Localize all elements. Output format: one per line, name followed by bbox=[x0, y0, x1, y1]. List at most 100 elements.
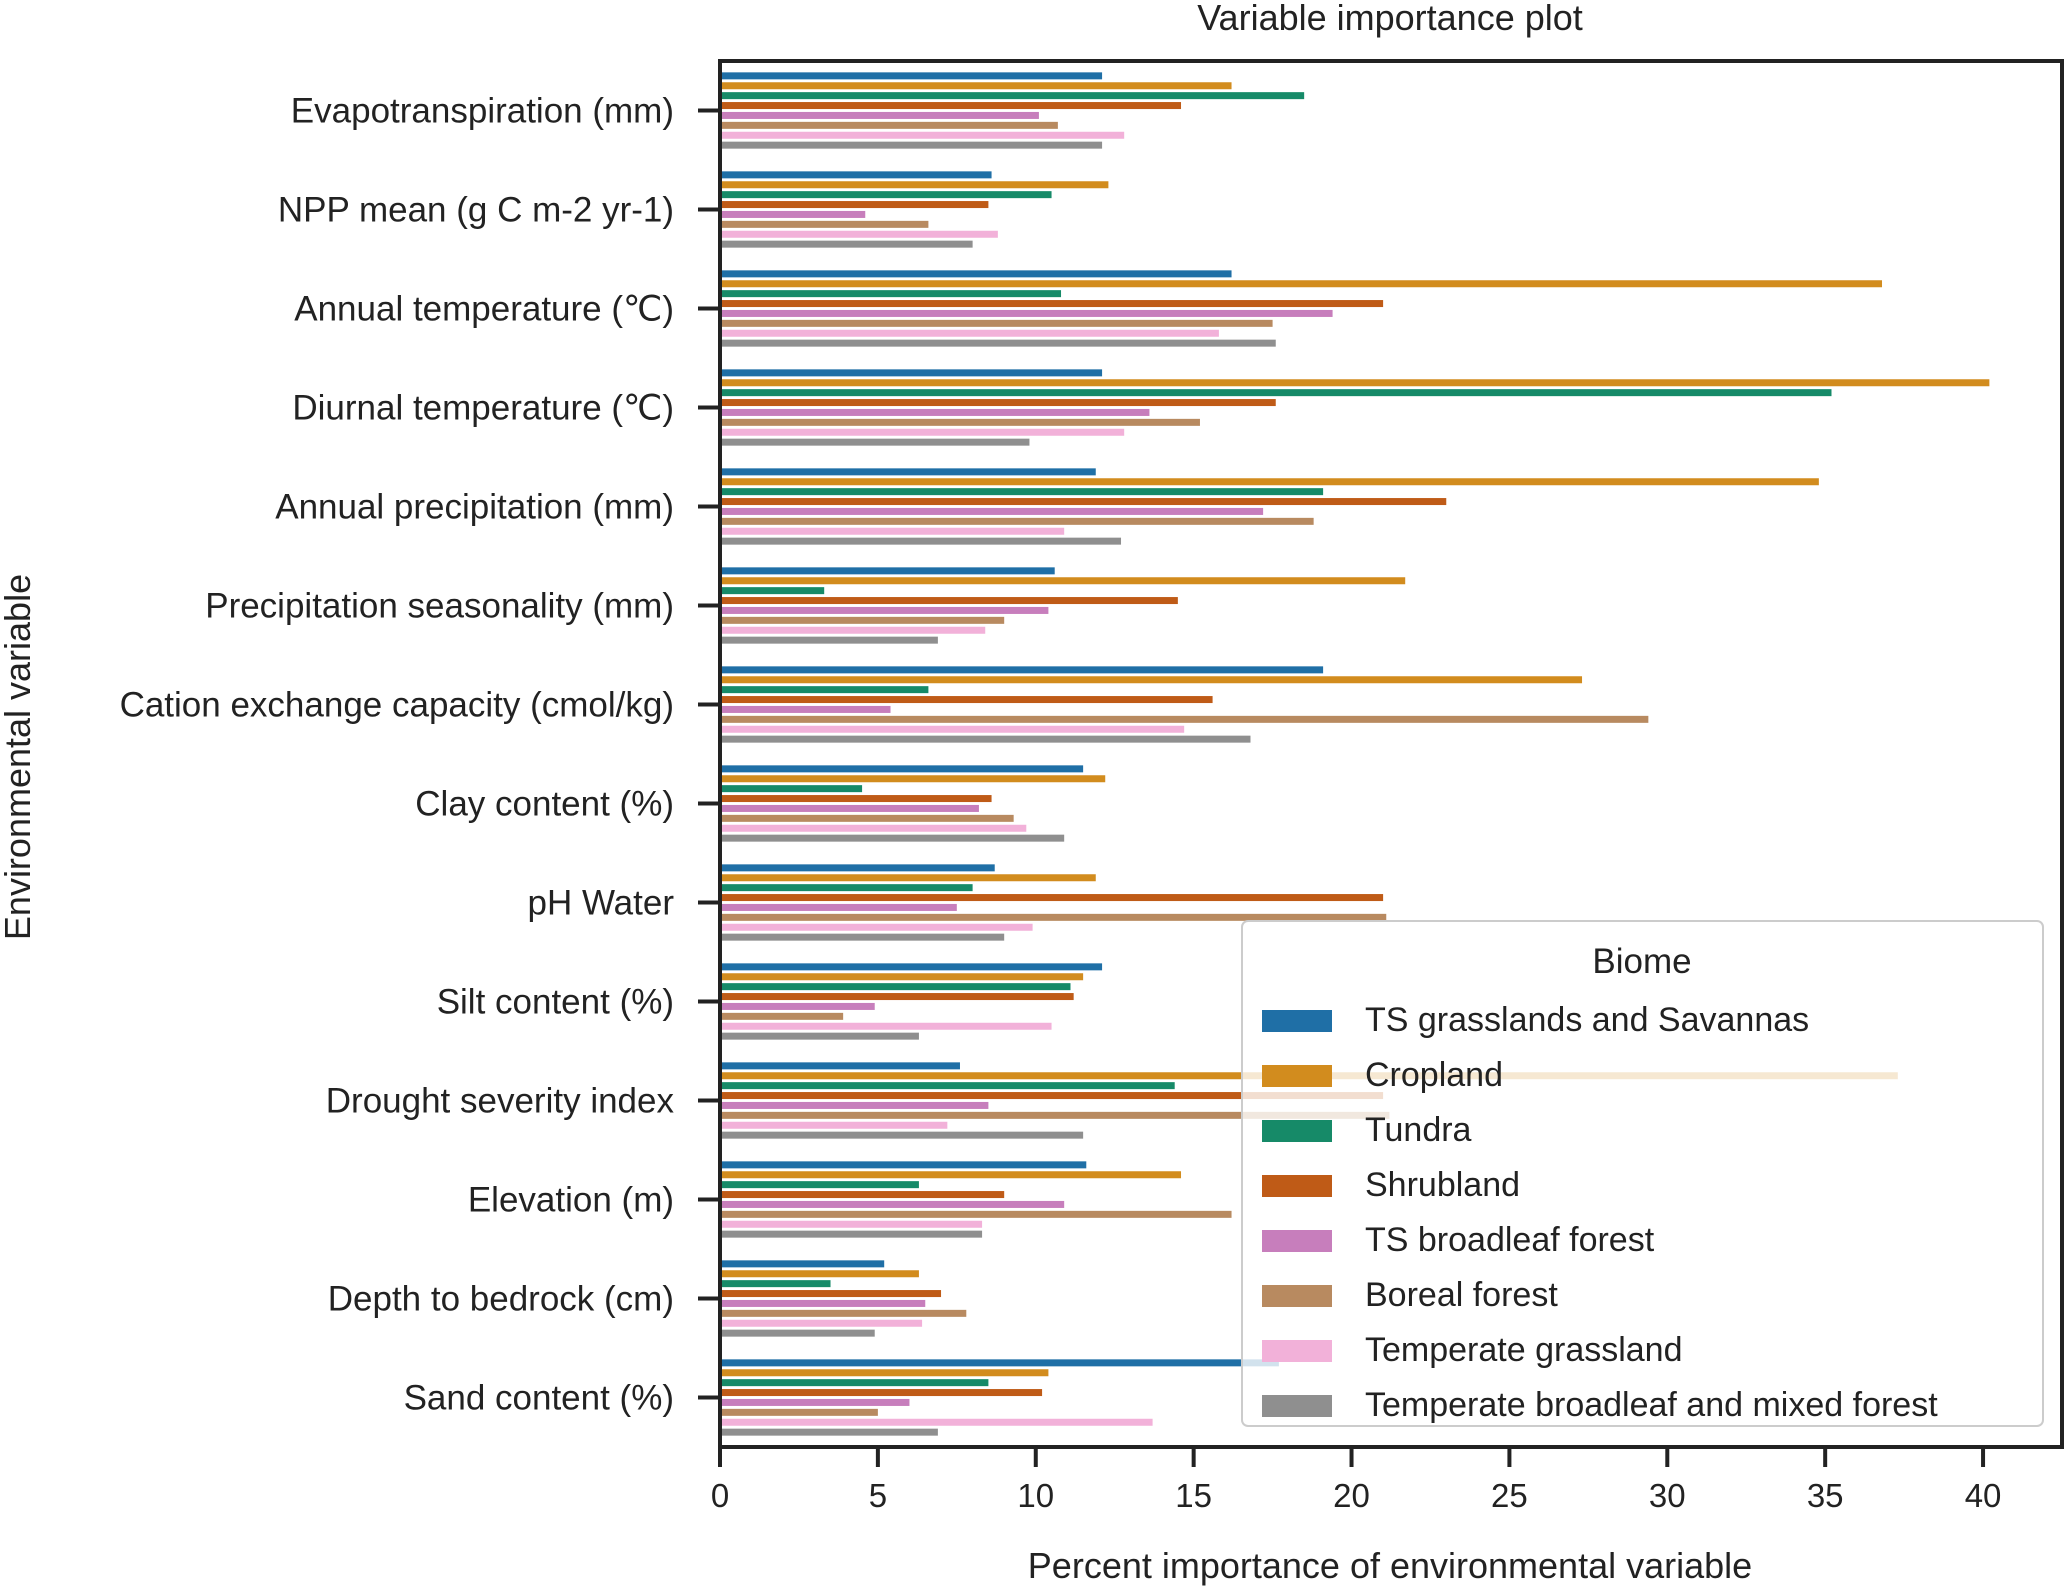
bar bbox=[721, 379, 1990, 387]
bar bbox=[721, 1012, 844, 1020]
y-tick-label: Drought severity index bbox=[326, 1082, 675, 1121]
bar bbox=[721, 567, 1055, 575]
bar bbox=[721, 329, 1219, 337]
bar bbox=[721, 1359, 1279, 1367]
bar bbox=[721, 171, 992, 179]
legend-label: Cropland bbox=[1365, 1056, 1503, 1094]
y-tick-label: Clay content (%) bbox=[415, 785, 674, 824]
bar bbox=[721, 210, 866, 218]
bar bbox=[721, 1181, 919, 1189]
bar bbox=[721, 903, 957, 911]
bar bbox=[721, 1389, 1043, 1397]
bar bbox=[721, 676, 1583, 684]
bar bbox=[721, 1032, 919, 1040]
bar bbox=[721, 1280, 831, 1288]
x-axis-label: Percent importance of environmental vari… bbox=[1028, 1545, 1752, 1586]
bar bbox=[721, 963, 1103, 971]
legend-label: Shrubland bbox=[1365, 1166, 1520, 1204]
bar bbox=[721, 1230, 983, 1238]
bar bbox=[721, 1329, 875, 1337]
bar bbox=[721, 399, 1276, 407]
bar bbox=[721, 240, 973, 248]
legend-label: Boreal forest bbox=[1365, 1276, 1558, 1314]
bar bbox=[721, 1002, 875, 1010]
bar bbox=[721, 775, 1106, 783]
legend-label: Temperate grassland bbox=[1365, 1331, 1683, 1369]
bar bbox=[721, 1191, 1005, 1199]
bar bbox=[721, 468, 1096, 476]
bar bbox=[721, 369, 1103, 377]
y-tick-label: Diurnal temperature (℃) bbox=[292, 389, 674, 428]
bar bbox=[721, 725, 1185, 733]
bar bbox=[721, 1428, 938, 1436]
legend-label: TS grasslands and Savannas bbox=[1365, 1001, 1809, 1039]
bar bbox=[721, 923, 1033, 931]
x-tick-label: 0 bbox=[711, 1477, 729, 1514]
x-tick-label: 15 bbox=[1175, 1477, 1212, 1514]
y-tick-label: Annual temperature (℃) bbox=[294, 290, 674, 329]
bar bbox=[721, 785, 863, 793]
bar bbox=[721, 1101, 989, 1109]
y-axis: Evapotranspiration (mm) NPP mean (g C m-2… bbox=[120, 92, 720, 1418]
legend-label: Temperate broadleaf and mixed forest bbox=[1365, 1386, 1938, 1424]
bar bbox=[721, 626, 986, 634]
bar bbox=[721, 765, 1084, 773]
legend-label: Tundra bbox=[1365, 1111, 1472, 1149]
bar bbox=[721, 1270, 919, 1278]
bar bbox=[721, 1309, 967, 1317]
bar bbox=[721, 666, 1324, 674]
legend-label: TS broadleaf forest bbox=[1365, 1221, 1655, 1259]
bar bbox=[721, 309, 1333, 317]
y-tick-label: Elevation (m) bbox=[468, 1181, 674, 1220]
bar bbox=[721, 408, 1150, 416]
bar bbox=[721, 993, 1074, 1001]
bar bbox=[721, 795, 992, 803]
bar bbox=[721, 131, 1125, 139]
bar bbox=[721, 705, 891, 713]
bar bbox=[721, 894, 1384, 902]
bar bbox=[721, 686, 929, 694]
bar bbox=[721, 82, 1232, 90]
y-tick-label: Depth to bedrock (cm) bbox=[328, 1280, 674, 1319]
bar bbox=[721, 517, 1314, 525]
bar bbox=[721, 92, 1305, 100]
y-tick-label: pH Water bbox=[527, 884, 674, 923]
bar bbox=[721, 1022, 1052, 1030]
bar bbox=[721, 498, 1447, 506]
y-tick-label: Sand content (%) bbox=[404, 1379, 674, 1418]
x-tick-label: 10 bbox=[1017, 1477, 1054, 1514]
bar bbox=[721, 270, 1232, 278]
plot-frame bbox=[718, 59, 2064, 1449]
bar bbox=[721, 933, 1005, 941]
legend-swatch bbox=[1262, 1285, 1332, 1307]
bar bbox=[721, 1111, 1390, 1119]
bar bbox=[721, 1220, 983, 1228]
y-tick-label: Evapotranspiration (mm) bbox=[291, 92, 674, 131]
y-tick-label: Precipitation seasonality (mm) bbox=[205, 587, 674, 626]
bars-layer bbox=[721, 72, 1990, 1436]
bar bbox=[721, 201, 989, 209]
bar bbox=[721, 280, 1883, 288]
bar bbox=[721, 1131, 1084, 1139]
bar bbox=[721, 834, 1065, 842]
bar bbox=[721, 616, 1005, 624]
bar bbox=[721, 1161, 1087, 1169]
bar bbox=[721, 1171, 1182, 1179]
bar bbox=[721, 874, 1096, 882]
bar bbox=[721, 1121, 948, 1129]
bar bbox=[721, 220, 929, 228]
bar bbox=[721, 389, 1832, 397]
bar bbox=[721, 1260, 885, 1268]
x-tick-label: 40 bbox=[1965, 1477, 2002, 1514]
bar bbox=[721, 428, 1125, 436]
bar bbox=[721, 418, 1200, 426]
bar bbox=[721, 191, 1052, 199]
bar bbox=[721, 1319, 923, 1327]
bar bbox=[721, 884, 973, 892]
chart-title: Variable importance plot bbox=[1197, 0, 1583, 38]
y-tick-label: Annual precipitation (mm) bbox=[275, 488, 674, 527]
bar bbox=[721, 527, 1065, 535]
bar bbox=[721, 735, 1251, 743]
bar bbox=[721, 597, 1178, 605]
bar bbox=[721, 864, 995, 872]
